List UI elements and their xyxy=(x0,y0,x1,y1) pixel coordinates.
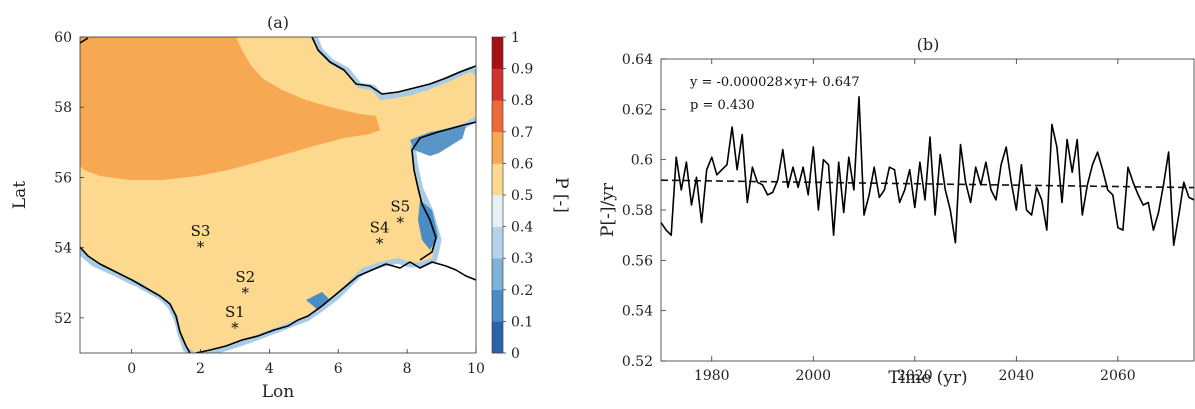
colorbar-tick-label: 0.5 xyxy=(511,188,533,204)
coastline-scotland xyxy=(80,37,89,44)
colorbar-tick-label: 0.9 xyxy=(511,62,533,78)
map-ytick-label: 58 xyxy=(54,100,72,116)
line-ytick-label: 0.64 xyxy=(622,52,653,68)
station-label-s5: S5 xyxy=(390,198,410,216)
colorbar-tick-label: 0 xyxy=(511,346,520,362)
colorbar-segment xyxy=(492,289,503,322)
colorbar-tick-label: 1 xyxy=(511,30,520,46)
line-xlabel: Time (yr) xyxy=(888,368,967,388)
line-panel: 1980 2000 2020 2040 2060 0.52 0.54 0.56 0.58 0.6 0… xyxy=(598,35,1195,388)
colorbar-tick-label: 0.8 xyxy=(511,93,533,109)
deep-patch-south xyxy=(306,292,330,310)
station-label-s1: S1 xyxy=(225,303,245,321)
map-ytick-label: 60 xyxy=(54,30,72,46)
station-marker-s4: * xyxy=(376,235,384,253)
map-xlabel: Lon xyxy=(262,382,295,402)
colorbar-segments xyxy=(492,37,503,354)
map-stations: S1*S2*S3*S4*S5* xyxy=(191,198,411,337)
map-title: (a) xyxy=(267,13,289,32)
colorbar-segment xyxy=(492,195,503,227)
station-label-s3: S3 xyxy=(191,222,211,240)
coastline-east xyxy=(195,261,476,353)
map-xtick-label: 8 xyxy=(403,361,412,377)
station-label-s2: S2 xyxy=(235,268,255,286)
colorbar-tick-label: 0.2 xyxy=(511,283,533,299)
colorbar-label: P [-] xyxy=(551,177,571,213)
line-xtick-label: 2020 xyxy=(897,368,933,384)
coastline-north xyxy=(311,37,476,95)
colorbar-segment xyxy=(492,37,503,69)
line-xtick-label: 2000 xyxy=(795,368,831,384)
map-xtick-label: 0 xyxy=(127,361,136,377)
line-ytick-label: 0.58 xyxy=(622,203,653,219)
map-ytick-label: 56 xyxy=(54,170,72,186)
map-xtick-label: 6 xyxy=(334,361,343,377)
line-xtick-label: 1980 xyxy=(694,368,730,384)
line-xtick-label: 2060 xyxy=(1100,368,1136,384)
map-xtick-label: 2 xyxy=(196,361,205,377)
station-marker-s2: * xyxy=(242,284,250,302)
line-axes-box xyxy=(660,58,1195,362)
station-marker-s5: * xyxy=(396,214,404,232)
deep-patch-norway xyxy=(410,126,466,156)
map-xtick-label: 4 xyxy=(265,361,274,377)
coastline xyxy=(80,37,476,353)
series-line xyxy=(660,96,1195,246)
line-ticks: 1980 2000 2020 2040 2060 0.52 0.54 0.56 0.58 0.6 0… xyxy=(622,52,1136,384)
colorbar-ticks: 0 0.1 0.2 0.3 0.4 0.5 0.6 0.7 0.8 0.9 1 xyxy=(503,30,533,362)
line-ylabel: P[-]/yr xyxy=(598,182,618,237)
colorbar: 0 0.1 0.2 0.3 0.4 0.5 0.6 0.7 0.8 0.9 1 P [-] xyxy=(491,30,571,362)
land-norway xyxy=(434,130,476,214)
coastline-west xyxy=(80,246,191,353)
colorbar-segment xyxy=(492,226,503,259)
trend-pvalue: p = 0.430 xyxy=(690,98,755,113)
map-ticks: 0 2 4 6 8 10 52 54 56 58 60 xyxy=(54,30,485,377)
map-ylabel: Lat xyxy=(10,181,30,209)
line-ytick-label: 0.52 xyxy=(622,354,653,370)
colorbar-tick-label: 0.4 xyxy=(511,220,533,236)
map-ytick-label: 52 xyxy=(54,311,72,327)
colorbar-tick-label: 0.3 xyxy=(511,251,533,267)
sea-field-06-07 xyxy=(80,37,380,180)
map-axes-box xyxy=(79,36,477,354)
station-marker-s3: * xyxy=(197,238,205,256)
trend-equation: y = -0.000028×yr+ 0.647 xyxy=(689,75,860,90)
colorbar-tick-label: 0.6 xyxy=(511,156,533,172)
colorbar-segment xyxy=(492,68,503,101)
deep-patch-east xyxy=(418,200,438,250)
station-label-s4: S4 xyxy=(370,219,390,237)
colorbar-segment xyxy=(492,258,503,291)
colorbar-tick-label: 0.7 xyxy=(511,125,533,141)
colorbar-segment xyxy=(492,131,503,164)
colorbar-segment xyxy=(492,321,503,354)
line-ytick-label: 0.62 xyxy=(622,102,653,118)
land-southwest xyxy=(80,262,184,353)
line-xtick-label: 2040 xyxy=(999,368,1035,384)
line-ytick-label: 0.54 xyxy=(622,304,653,320)
line-ytick-label: 0.6 xyxy=(631,153,653,169)
land-skagerrak xyxy=(338,37,476,90)
map-xtick-label: 10 xyxy=(467,361,485,377)
coastline-jutland xyxy=(411,121,476,261)
colorbar-tick-label: 0.1 xyxy=(511,314,533,330)
colorbar-segment xyxy=(492,100,503,133)
line-title: (b) xyxy=(917,35,940,54)
colorbar-segment xyxy=(492,163,503,196)
station-marker-s1: * xyxy=(231,319,239,337)
line-ytick-label: 0.56 xyxy=(622,253,653,269)
map-ytick-label: 54 xyxy=(54,241,72,257)
